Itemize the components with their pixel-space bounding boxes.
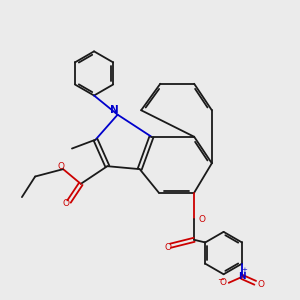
Text: −: − [217,275,224,284]
Text: O: O [164,243,171,252]
Text: O: O [199,215,206,224]
Text: O: O [257,280,264,289]
Text: O: O [57,162,64,171]
Text: N: N [110,105,118,115]
Text: O: O [220,278,227,287]
Text: O: O [63,199,70,208]
Text: +: + [242,267,247,273]
Text: N: N [238,272,246,281]
